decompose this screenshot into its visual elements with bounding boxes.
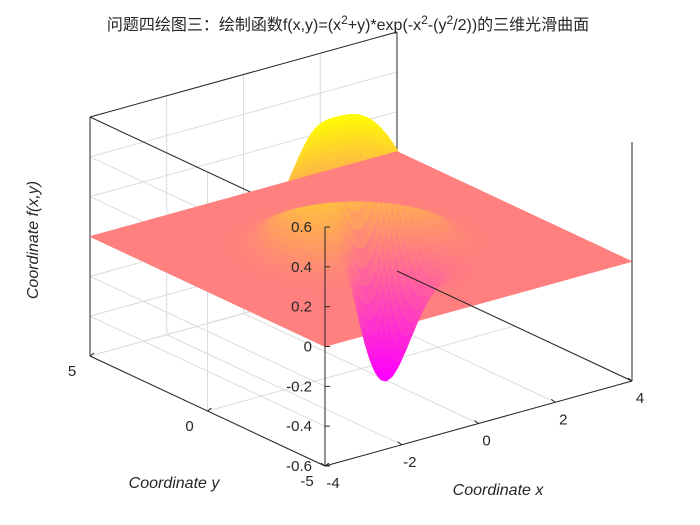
box-edge: [89, 31, 398, 118]
grid-line-y: [207, 325, 515, 412]
surface-mesh: [89, 114, 633, 382]
